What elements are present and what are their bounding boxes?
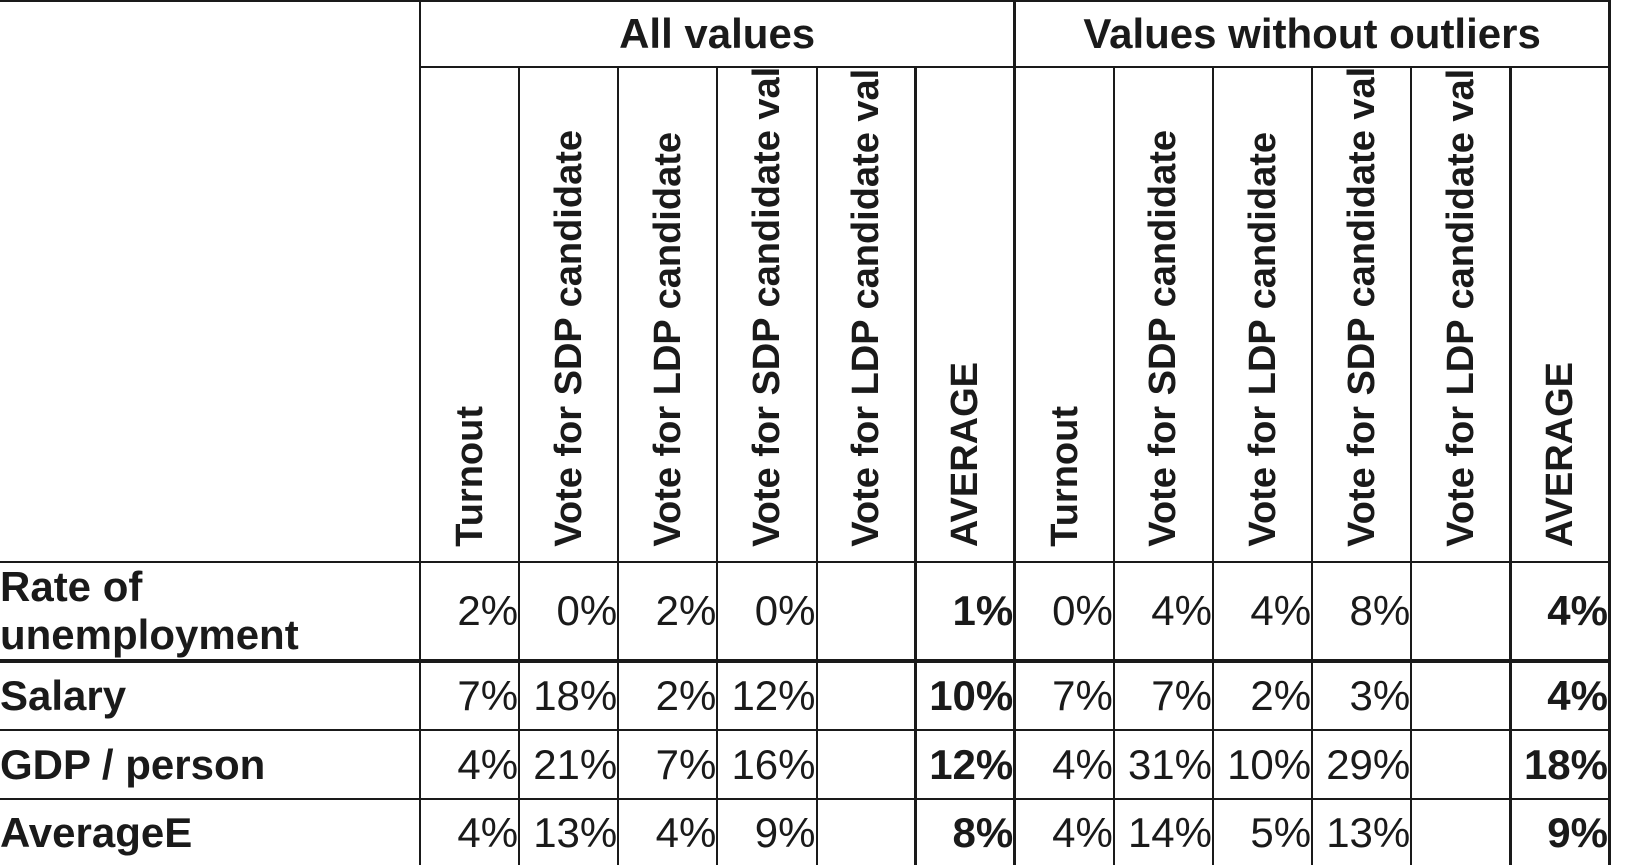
- table-cell-average: 18%: [1508, 729, 1612, 800]
- table-cell-average: 4%: [1508, 561, 1612, 663]
- table-cell: 7%: [1112, 660, 1215, 731]
- table-cell-average: 8%: [914, 798, 1016, 865]
- column-header-sdp-candidate-valid: Vote for SDP candidate valid: [716, 66, 818, 563]
- table-cell-average: 4%: [1508, 660, 1612, 731]
- column-header-average-2: AVERAGE: [1508, 66, 1612, 563]
- column-header-sdp-candidate-2: Vote for SDP candidate: [1112, 66, 1215, 563]
- table-cell: [815, 798, 917, 865]
- table-cell: 31%: [1112, 729, 1215, 800]
- table-cell: 0%: [716, 561, 818, 663]
- column-header-sdp-candidate: Vote for SDP candidate: [518, 66, 620, 563]
- column-header-ldp-candidate: Vote for LDP candidate: [617, 66, 719, 563]
- column-header-ldp-candidate-valid-2: Vote for LDP candidate valid: [1410, 66, 1512, 563]
- column-header-ldp-candidate-valid: Vote for LDP candidate valid: [815, 66, 917, 563]
- column-header-turnout-2: Turnout: [1013, 66, 1115, 563]
- table-cell: 12%: [716, 660, 818, 731]
- table-cell-average: 12%: [914, 729, 1016, 800]
- table-cell-average: 1%: [914, 561, 1016, 663]
- table-cell: 7%: [617, 729, 719, 800]
- table-cell: 4%: [1013, 729, 1115, 800]
- table-cell: 7%: [418, 660, 521, 731]
- table-cell: 14%: [1112, 798, 1215, 865]
- column-header-ldp-candidate-2: Vote for LDP candidate: [1211, 66, 1314, 563]
- group-header-without-outliers: Values without outliers: [1013, 0, 1611, 68]
- table-cell: [815, 660, 917, 731]
- table-cell: 5%: [1211, 798, 1314, 865]
- table-cell-average: 10%: [914, 660, 1016, 731]
- row-label: GDP / person: [0, 729, 421, 800]
- table-cell: 0%: [1013, 561, 1115, 663]
- table-cell: 21%: [518, 729, 620, 800]
- group-header-all-values: All values: [419, 0, 1016, 68]
- table-cell: 18%: [518, 660, 620, 731]
- table-cell: 2%: [617, 660, 719, 731]
- table-row-rate-of-unemployment: Rate of unemployment 2% 0% 2% 0% 1% 0% 4…: [0, 561, 1612, 663]
- table-cell: 7%: [1013, 660, 1115, 731]
- table-cell-average: 9%: [1508, 798, 1612, 865]
- table-cell: 10%: [1211, 729, 1314, 800]
- table-cell: 4%: [1013, 798, 1115, 865]
- table-row-gdp-person: GDP / person 4% 21% 7% 16% 12% 4% 31% 10…: [0, 729, 1612, 800]
- table-cell: 9%: [716, 798, 818, 865]
- table-cell: 4%: [1211, 561, 1314, 663]
- table-cell: 4%: [418, 798, 521, 865]
- table-cell: [1410, 561, 1512, 663]
- column-header-average: AVERAGE: [914, 66, 1016, 563]
- table-cell: 4%: [418, 729, 521, 800]
- table-cell: 2%: [617, 561, 719, 663]
- table-cell: [815, 561, 917, 663]
- table-cell: [1410, 660, 1512, 731]
- row-label: Salary: [0, 660, 421, 731]
- table-cell: 2%: [418, 561, 521, 663]
- column-header-sdp-candidate-valid-2: Vote for SDP candidate valid: [1311, 66, 1413, 563]
- table-cell: 0%: [518, 561, 620, 663]
- table-cell: 29%: [1311, 729, 1413, 800]
- corner-cell: [0, 0, 421, 563]
- table-cell: 4%: [617, 798, 719, 865]
- table-cell: 8%: [1311, 561, 1413, 663]
- table-cell: 13%: [1311, 798, 1413, 865]
- column-header-turnout: Turnout: [418, 66, 521, 563]
- row-label: Rate of unemployment: [0, 561, 421, 663]
- table-cell: [1410, 729, 1512, 800]
- table-cell: 16%: [716, 729, 818, 800]
- table-cell: 2%: [1211, 660, 1314, 731]
- table-cell: 3%: [1311, 660, 1413, 731]
- table-cell: [1410, 798, 1512, 865]
- table-cell: 13%: [518, 798, 620, 865]
- table-row-averagee: AverageE 4% 13% 4% 9% 8% 4% 14% 5% 13% 9…: [0, 798, 1612, 865]
- table-cell: [815, 729, 917, 800]
- table-row-salary: Salary 7% 18% 2% 12% 10% 7% 7% 2% 3% 4%: [0, 660, 1612, 731]
- table-cell: 4%: [1112, 561, 1215, 663]
- row-label: AverageE: [0, 798, 421, 865]
